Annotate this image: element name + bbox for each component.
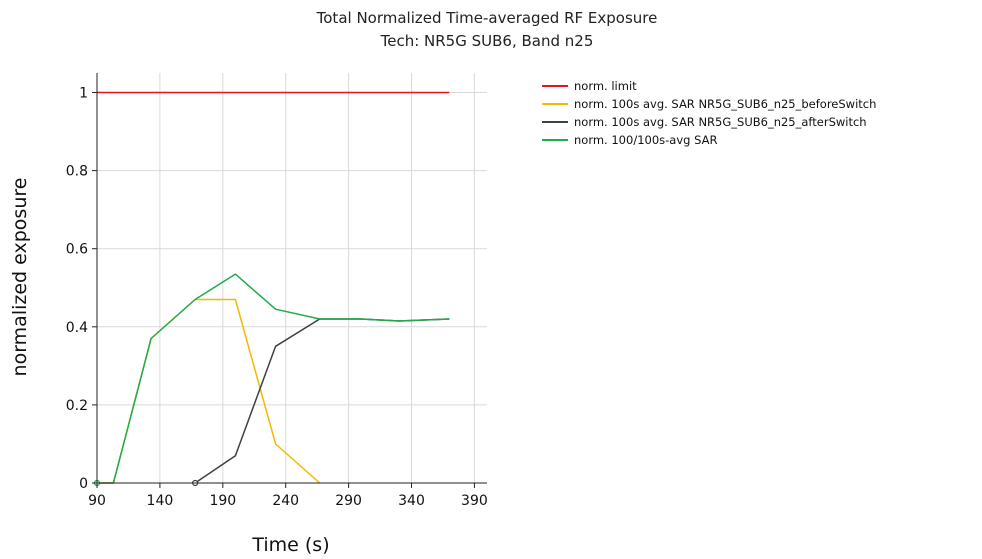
x-tick-label: 390 xyxy=(461,493,488,509)
x-tick-label: 290 xyxy=(335,493,362,509)
chart-subtitle: Tech: NR5G SUB6, Band n25 xyxy=(380,32,594,50)
y-tick-label: 0.2 xyxy=(66,398,88,414)
grid xyxy=(97,73,487,483)
axes xyxy=(92,73,487,488)
legend-entry-1: norm. limit xyxy=(574,79,637,93)
y-tick-label: 0 xyxy=(79,476,88,492)
x-tick-label: 340 xyxy=(398,493,425,509)
legend-entry-2: norm. 100s avg. SAR NR5G_SUB6_n25_before… xyxy=(574,97,876,111)
x-tick-label: 90 xyxy=(88,493,106,509)
x-tick-label: 240 xyxy=(272,493,299,509)
legend-entry-3: norm. 100s avg. SAR NR5G_SUB6_n25_afterS… xyxy=(574,115,867,129)
series-line-4 xyxy=(97,273,450,484)
chart-title: Total Normalized Time-averaged RF Exposu… xyxy=(316,9,658,27)
x-tick-label: 190 xyxy=(209,493,236,509)
y-tick-label: 0.4 xyxy=(66,320,88,336)
y-tick-label: 0.6 xyxy=(66,242,88,258)
y-tick-label: 1 xyxy=(79,86,88,102)
x-axis-label: Time (s) xyxy=(251,534,329,556)
tick-labels: 90 140 190 240 290 340 390 0 0.2 0.4 0.6 0.8 1 xyxy=(66,86,488,509)
y-axis-label: normalized exposure xyxy=(9,178,31,377)
y-tick-label: 0.8 xyxy=(66,164,88,180)
legend: norm. limit norm. 100s avg. SAR NR5G_SUB6… xyxy=(542,79,876,147)
legend-entry-4: norm. 100/100s-avg SAR xyxy=(574,133,717,147)
x-tick-label: 140 xyxy=(147,493,174,509)
plot-area xyxy=(93,91,450,487)
